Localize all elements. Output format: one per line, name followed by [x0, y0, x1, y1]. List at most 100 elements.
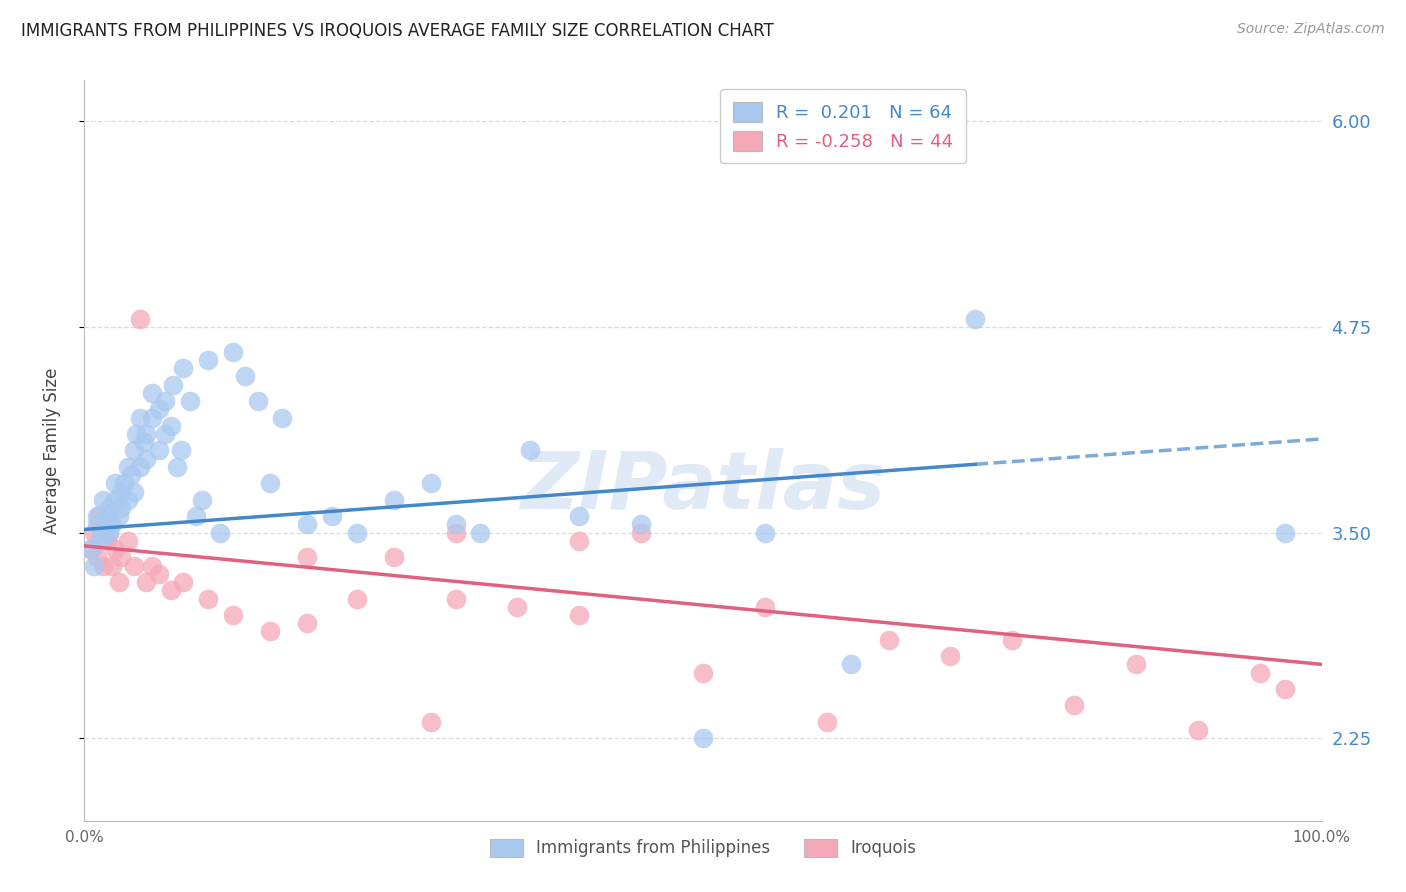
Point: [162, 377, 184, 392]
Point: [1125, 657, 1147, 672]
Point: [754, 599, 776, 614]
Point: [568, 509, 591, 524]
Point: [96, 509, 118, 524]
Point: [321, 509, 343, 524]
Point: [89, 533, 111, 548]
Point: [153, 427, 176, 442]
Text: ZIPatlas: ZIPatlas: [520, 449, 886, 526]
Point: [86, 509, 108, 524]
Point: [129, 410, 152, 425]
Point: [83, 525, 105, 540]
Point: [259, 476, 281, 491]
Point: [382, 492, 405, 507]
Point: [1274, 681, 1296, 696]
Point: [841, 657, 863, 672]
Point: [209, 525, 232, 540]
Point: [148, 402, 170, 417]
Point: [1001, 632, 1024, 647]
Point: [132, 435, 155, 450]
Point: [122, 443, 145, 458]
Point: [120, 468, 142, 483]
Point: [506, 599, 529, 614]
Point: [79, 542, 101, 557]
Point: [100, 517, 122, 532]
Point: [160, 583, 183, 598]
Point: [153, 394, 176, 409]
Point: [170, 443, 193, 458]
Point: [117, 459, 139, 474]
Point: [108, 509, 131, 524]
Point: [1187, 723, 1209, 738]
Point: [110, 501, 132, 516]
Point: [233, 369, 256, 384]
Point: [172, 575, 194, 590]
Point: [815, 714, 838, 729]
Point: [122, 558, 145, 573]
Point: [141, 558, 163, 573]
Point: [104, 542, 127, 557]
Point: [191, 492, 214, 507]
Point: [1063, 698, 1085, 713]
Point: [141, 385, 163, 400]
Point: [135, 575, 157, 590]
Point: [222, 344, 245, 359]
Legend: Immigrants from Philippines, Iroquois: Immigrants from Philippines, Iroquois: [482, 832, 924, 864]
Point: [965, 311, 987, 326]
Point: [86, 550, 108, 565]
Point: [110, 484, 132, 499]
Point: [568, 533, 591, 548]
Point: [630, 517, 652, 532]
Point: [129, 311, 152, 326]
Point: [519, 443, 541, 458]
Point: [444, 517, 467, 532]
Point: [135, 427, 157, 442]
Point: [295, 616, 318, 631]
Point: [108, 575, 131, 590]
Point: [98, 525, 121, 540]
Point: [444, 591, 467, 606]
Point: [692, 731, 714, 746]
Point: [419, 476, 441, 491]
Point: [117, 492, 139, 507]
Point: [148, 443, 170, 458]
Point: [122, 484, 145, 499]
Point: [877, 632, 900, 647]
Point: [141, 410, 163, 425]
Point: [91, 558, 114, 573]
Point: [117, 533, 139, 548]
Text: IMMIGRANTS FROM PHILIPPINES VS IROQUOIS AVERAGE FAMILY SIZE CORRELATION CHART: IMMIGRANTS FROM PHILIPPINES VS IROQUOIS …: [21, 22, 773, 40]
Point: [295, 517, 318, 532]
Point: [444, 525, 467, 540]
Point: [1274, 525, 1296, 540]
Point: [470, 525, 492, 540]
Point: [271, 410, 294, 425]
Point: [86, 517, 108, 532]
Point: [104, 492, 127, 507]
Point: [125, 427, 148, 442]
Point: [939, 649, 962, 664]
Point: [89, 509, 111, 524]
Point: [419, 714, 441, 729]
Point: [246, 394, 269, 409]
Point: [79, 542, 101, 557]
Point: [104, 476, 127, 491]
Point: [98, 525, 121, 540]
Point: [91, 525, 114, 540]
Point: [382, 550, 405, 565]
Point: [197, 353, 219, 368]
Point: [91, 492, 114, 507]
Point: [98, 501, 121, 516]
Point: [346, 591, 368, 606]
Point: [754, 525, 776, 540]
Point: [172, 361, 194, 376]
Point: [96, 533, 118, 548]
Point: [110, 550, 132, 565]
Point: [100, 558, 122, 573]
Point: [129, 459, 152, 474]
Point: [83, 558, 105, 573]
Point: [197, 591, 219, 606]
Point: [346, 525, 368, 540]
Point: [160, 418, 183, 433]
Point: [148, 566, 170, 581]
Point: [179, 394, 201, 409]
